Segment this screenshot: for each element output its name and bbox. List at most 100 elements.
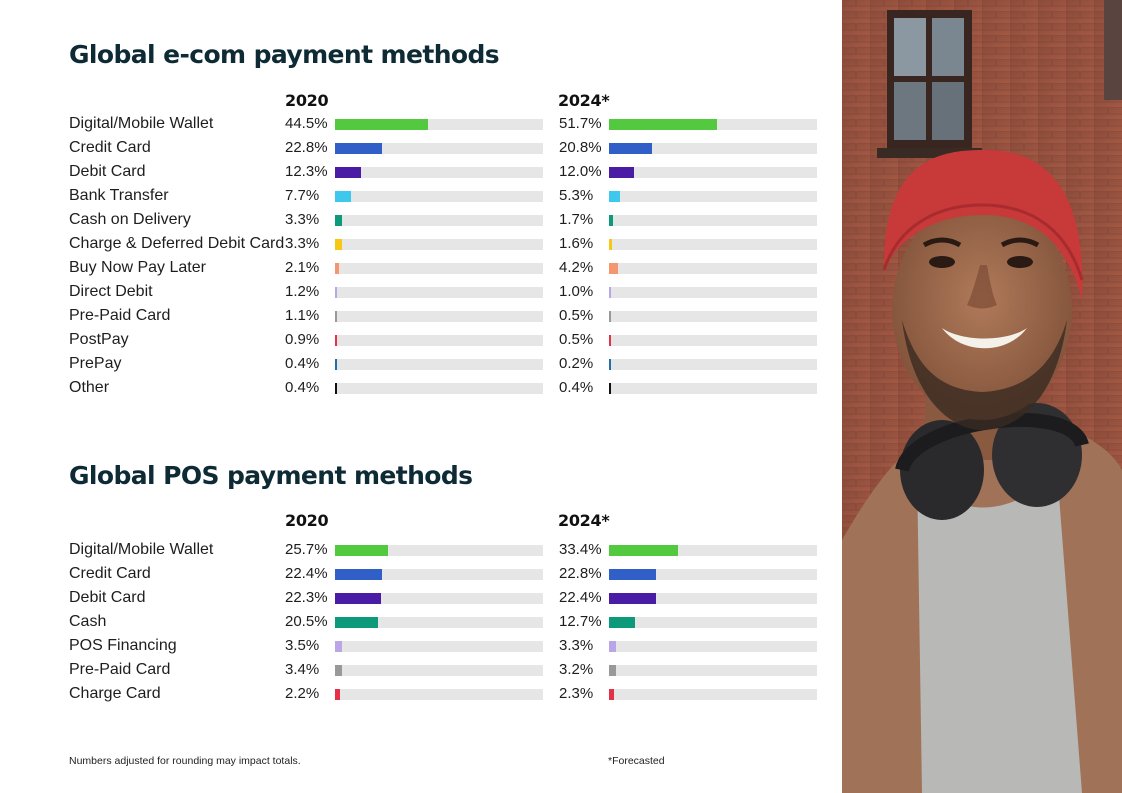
ecom-bar-track [335, 263, 543, 274]
pos-bar-track [335, 545, 543, 556]
ecom-year-2020-header: 2020 [285, 91, 329, 110]
pos-bar-track [335, 665, 543, 676]
ecom-bar-2024 [609, 287, 612, 298]
ecom-category-label: Direct Debit [69, 283, 153, 300]
ecom-value-label-2024: 0.2% [559, 355, 594, 372]
ecom-bar-2024 [609, 191, 621, 202]
ecom-value-label-2020: 44.5% [285, 115, 328, 132]
pos-category-label: Debit Card [69, 589, 146, 606]
ecom-value-label-2024: 0.4% [559, 379, 594, 396]
ecom-category-label: Debit Card [69, 163, 146, 180]
ecom-bar-track [609, 119, 817, 130]
pos-value-label-2020: 3.4% [285, 661, 320, 678]
ecom-section-title: Global e-com payment methods [69, 40, 500, 69]
ecom-bar-2024 [609, 311, 611, 322]
pos-value-label-2024: 3.3% [559, 637, 594, 654]
pos-bar-2024 [609, 593, 656, 604]
pos-bar-2024 [609, 641, 616, 652]
pos-bar-track [609, 665, 817, 676]
pos-value-label-2024: 33.4% [559, 541, 602, 558]
pos-bar-2020 [335, 545, 389, 556]
pos-value-label-2024: 22.8% [559, 565, 602, 582]
ecom-category-label: Charge & Deferred Debit Card [69, 235, 285, 252]
pos-bar-2024 [609, 545, 679, 556]
ecom-bar-2020 [335, 215, 342, 226]
ecom-bar-2020 [335, 359, 337, 370]
pos-value-label-2020: 2.2% [285, 685, 320, 702]
pos-bar-2020 [335, 689, 340, 700]
ecom-value-label-2020: 3.3% [285, 211, 320, 228]
ecom-bar-2020 [335, 191, 352, 202]
pos-year-2020-header: 2020 [285, 511, 329, 530]
portrait-photo [842, 0, 1122, 793]
pos-value-label-2024: 3.2% [559, 661, 594, 678]
pos-category-label: Pre-Paid Card [69, 661, 171, 678]
ecom-value-label-2020: 1.2% [285, 283, 320, 300]
pos-bar-track [609, 545, 817, 556]
ecom-value-label-2024: 1.6% [559, 235, 594, 252]
pos-section-title: Global POS payment methods [69, 461, 473, 490]
ecom-year-2024-header: 2024* [558, 91, 610, 110]
ecom-value-label-2020: 0.9% [285, 331, 320, 348]
ecom-bar-2024 [609, 359, 611, 370]
pos-category-label: Digital/Mobile Wallet [69, 541, 214, 558]
ecom-bar-2024 [609, 119, 717, 130]
ecom-bar-track [335, 191, 543, 202]
pos-bar-track [335, 641, 543, 652]
ecom-category-label: Buy Now Pay Later [69, 259, 206, 276]
pos-bar-track [609, 593, 817, 604]
pos-value-label-2024: 2.3% [559, 685, 594, 702]
ecom-bar-2024 [609, 383, 611, 394]
ecom-bar-track [609, 239, 817, 250]
ecom-bar-2024 [609, 167, 634, 178]
pos-bar-2020 [335, 569, 382, 580]
ecom-bar-2024 [609, 215, 613, 226]
ecom-bar-2020 [335, 335, 337, 346]
ecom-bar-track [335, 359, 543, 370]
pos-category-label: Charge Card [69, 685, 161, 702]
ecom-bar-2020 [335, 383, 337, 394]
ecom-bar-track [335, 143, 543, 154]
pos-value-label-2020: 3.5% [285, 637, 320, 654]
ecom-bar-track [609, 335, 817, 346]
pos-bar-2020 [335, 617, 378, 628]
ecom-value-label-2024: 1.7% [559, 211, 594, 228]
ecom-category-label: Credit Card [69, 139, 151, 156]
ecom-value-label-2020: 22.8% [285, 139, 328, 156]
pos-bar-2020 [335, 665, 343, 676]
pos-year-2024-header: 2024* [558, 511, 610, 530]
pos-bar-2024 [609, 617, 636, 628]
ecom-category-label: Pre-Paid Card [69, 307, 171, 324]
ecom-bar-track [609, 167, 817, 178]
ecom-bar-2024 [609, 263, 618, 274]
ecom-bar-2020 [335, 167, 361, 178]
forecast-footnote: *Forecasted [608, 755, 665, 767]
pos-bar-2024 [609, 665, 616, 676]
pos-bar-2024 [609, 689, 614, 700]
pos-bar-track [335, 617, 543, 628]
ecom-bar-track [335, 383, 543, 394]
ecom-bar-track [609, 191, 817, 202]
pos-bar-2024 [609, 569, 657, 580]
ecom-bar-2020 [335, 119, 428, 130]
ecom-value-label-2024: 5.3% [559, 187, 594, 204]
ecom-value-label-2024: 0.5% [559, 331, 594, 348]
ecom-bar-track [335, 119, 543, 130]
ecom-category-label: Cash on Delivery [69, 211, 191, 228]
ecom-bar-2024 [609, 239, 613, 250]
ecom-bar-track [335, 311, 543, 322]
ecom-bar-2024 [609, 143, 653, 154]
ecom-bar-track [609, 143, 817, 154]
pos-bar-2020 [335, 593, 382, 604]
ecom-value-label-2020: 12.3% [285, 163, 328, 180]
ecom-bar-track [609, 311, 817, 322]
ecom-category-label: PrePay [69, 355, 122, 372]
ecom-bar-2020 [335, 287, 338, 298]
pos-bar-track [335, 593, 543, 604]
ecom-value-label-2020: 7.7% [285, 187, 320, 204]
pos-value-label-2020: 20.5% [285, 613, 328, 630]
ecom-bar-track [335, 287, 543, 298]
ecom-category-label: Digital/Mobile Wallet [69, 115, 214, 132]
pos-value-label-2020: 25.7% [285, 541, 328, 558]
pos-bar-track [609, 641, 817, 652]
